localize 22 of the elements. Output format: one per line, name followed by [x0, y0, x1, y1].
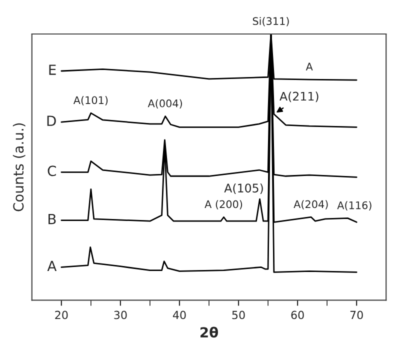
x-tick-label: 60 — [291, 310, 304, 320]
x-tick-label: 70 — [350, 310, 363, 320]
annotation: A(105) — [224, 183, 263, 194]
annotation: A(004) — [148, 99, 182, 109]
x-axis-title: 2θ — [200, 326, 218, 338]
annotation: A(204) — [294, 200, 328, 210]
annotation: Si(311) — [252, 16, 289, 26]
y-axis-title: Counts (a.u.) — [12, 123, 26, 212]
x-tick-label: 20 — [55, 310, 68, 320]
annotation: A(211) — [280, 92, 318, 102]
x-tick-label: 40 — [172, 310, 186, 320]
series-label: D — [47, 116, 56, 126]
series-label: E — [49, 64, 56, 75]
x-tick-label: 30 — [114, 310, 127, 320]
x-tick-label: 50 — [232, 310, 245, 320]
annotation: A — [306, 62, 313, 70]
annotation: A (200) — [204, 200, 242, 210]
series-label: B — [48, 214, 56, 224]
annotation: A(116) — [337, 201, 372, 210]
series-label: A — [47, 260, 57, 271]
series-label: C — [48, 166, 56, 176]
annotation: A(101) — [73, 96, 108, 106]
